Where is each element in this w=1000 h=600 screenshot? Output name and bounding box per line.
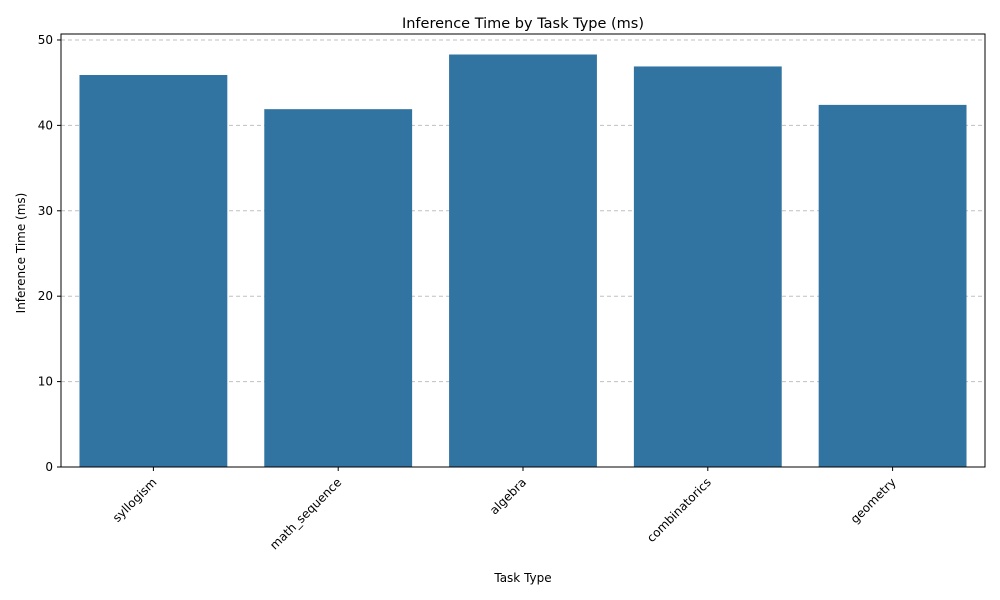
x-tick-label-syllogism: syllogism [110, 475, 160, 525]
y-axis-label: Inference Time (ms) [14, 193, 28, 314]
y-tick-label-2: 20 [38, 289, 53, 303]
x-axis-label: Task Type [493, 571, 551, 585]
x-tick-label-math_sequence: math_sequence [267, 475, 344, 552]
x-tick-label-algebra: algebra [487, 475, 529, 517]
x-tick-label-combinatorics: combinatorics [644, 475, 714, 545]
y-tick-label-3: 30 [38, 204, 53, 218]
y-tick-label-5: 50 [38, 33, 53, 47]
bar-algebra [449, 54, 597, 467]
y-tick-label-1: 10 [38, 375, 53, 389]
bar-math_sequence [264, 109, 413, 467]
chart-title: Inference Time by Task Type (ms) [402, 16, 644, 32]
y-tick-label-4: 40 [38, 118, 53, 132]
y-axis-ticks: 0 10 20 30 40 50 [38, 33, 61, 474]
x-axis-ticks: syllogism math_sequence algebra combinatori… [110, 467, 899, 552]
bar-combinatorics [633, 66, 782, 468]
bar-geometry [818, 104, 967, 467]
y-tick-label-0: 0 [45, 460, 53, 474]
bar-syllogism [79, 74, 228, 467]
x-tick-label-geometry: geometry [848, 475, 899, 526]
bars [79, 54, 967, 468]
